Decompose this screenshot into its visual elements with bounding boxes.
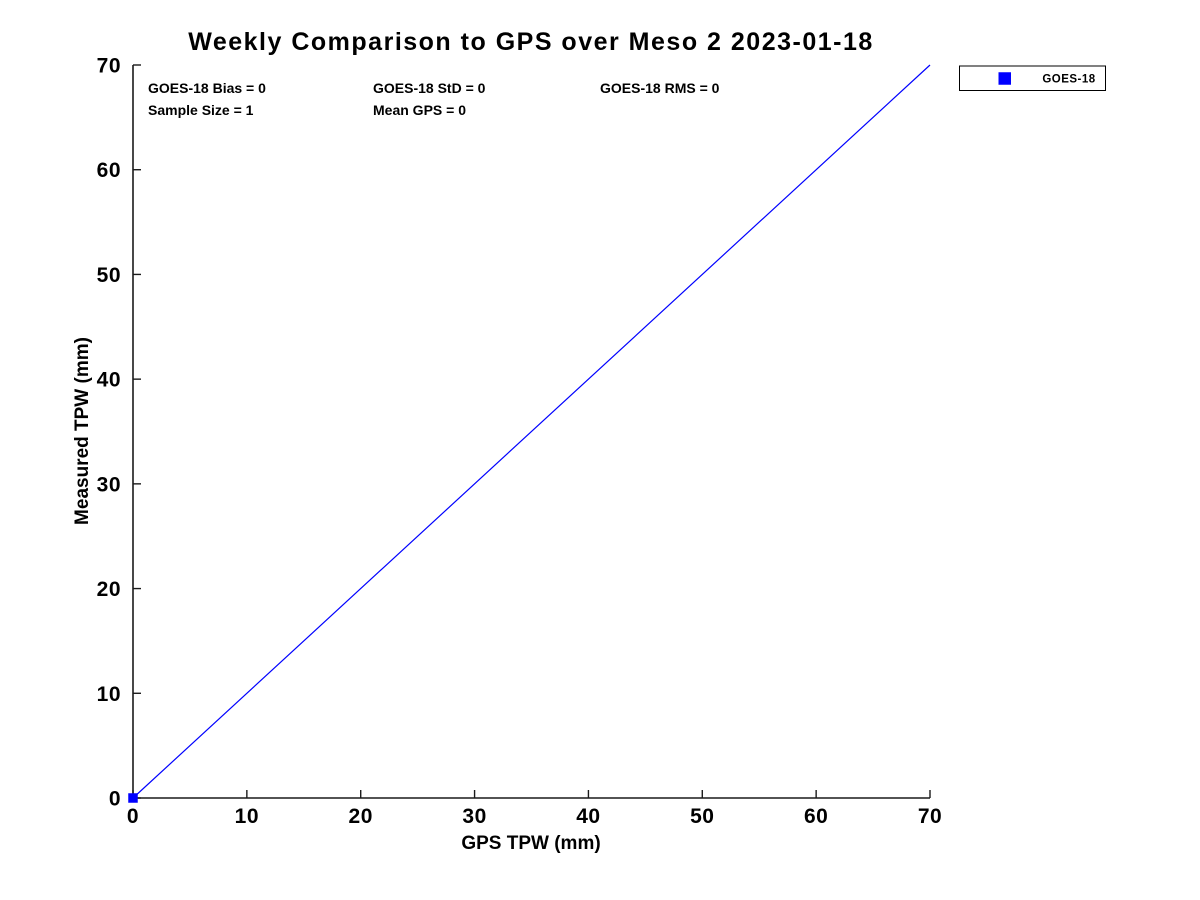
stat-annotation: Mean GPS = 0 [373,102,466,118]
stat-annotation: GOES-18 Bias = 0 [148,80,266,96]
legend-entry-label: GOES-18 [1042,74,1095,86]
stat-annotation: GOES-18 RMS = 0 [600,80,720,96]
x-tick-label: 60 [804,805,828,828]
x-tick-label: 70 [918,805,942,828]
y-tick-label: 10 [97,683,121,706]
stat-annotation: GOES-18 StD = 0 [373,80,486,96]
y-tick-label: 50 [97,264,121,287]
y-tick-label: 20 [97,578,121,601]
series-line-identity-line [132,64,931,799]
y-tick-label: 30 [97,473,121,496]
x-tick-label: 50 [690,805,714,828]
legend-marker-square [998,72,1011,85]
x-tick-label: 40 [576,805,600,828]
y-tick-label: 0 [109,788,121,811]
data-series [128,64,931,803]
y-axis-label: Measured TPW (mm) [72,337,93,525]
y-tick-label: 70 [97,55,121,78]
axes: 0 10 20 30 40 50 60 70 0 10 20 30 40 50 60 70 [97,55,942,829]
chart-title: Weekly Comparison to GPS over Meso 2 202… [188,28,874,56]
y-tick-label: 40 [97,369,121,392]
stat-annotations: GOES-18 Bias = 0 GOES-18 StD = 0 GOES-18 R… [148,80,720,118]
x-tick-label: 0 [127,805,139,828]
legend: GOES-18 [959,65,1106,91]
x-tick-label: 10 [235,805,259,828]
x-tick-label: 30 [462,805,486,828]
x-axis-label: GPS TPW (mm) [461,833,600,854]
stat-annotation: Sample Size = 1 [148,102,254,118]
y-tick-label: 60 [97,159,121,182]
legend-box [959,65,1106,91]
x-tick-label: 20 [349,805,373,828]
